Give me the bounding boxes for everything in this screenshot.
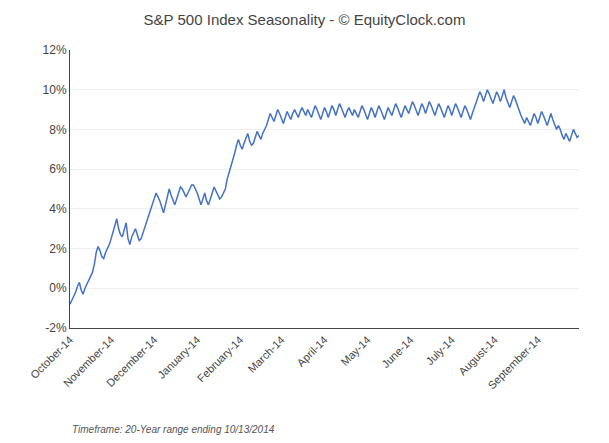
svg-text:January-14: January-14 <box>155 334 202 381</box>
svg-text:July-14: July-14 <box>423 334 457 368</box>
svg-text:April-14: April-14 <box>295 334 330 369</box>
svg-text:October-14: October-14 <box>28 334 75 381</box>
svg-text:-2%: -2% <box>45 321 67 335</box>
svg-text:December-14: December-14 <box>104 334 160 390</box>
svg-text:0%: 0% <box>49 281 67 295</box>
svg-text:February-14: February-14 <box>195 334 246 385</box>
svg-text:Timeframe: 20-Year range endin: Timeframe: 20-Year range ending 10/13/20… <box>72 424 275 435</box>
svg-text:November-14: November-14 <box>61 334 117 390</box>
svg-text:8%: 8% <box>49 123 67 137</box>
svg-text:2%: 2% <box>49 242 67 256</box>
svg-text:4%: 4% <box>49 202 67 216</box>
svg-text:12%: 12% <box>43 43 67 57</box>
svg-text:S&P 500 Index Seasonality - ©: S&P 500 Index Seasonality - © EquityCloc… <box>144 11 466 28</box>
svg-text:September-14: September-14 <box>485 334 543 392</box>
svg-text:10%: 10% <box>43 83 67 97</box>
svg-text:March-14: March-14 <box>245 334 286 375</box>
svg-text:May-14: May-14 <box>338 334 372 368</box>
svg-text:June-14: June-14 <box>379 334 416 371</box>
svg-text:August-14: August-14 <box>456 334 500 378</box>
svg-text:6%: 6% <box>49 162 67 176</box>
